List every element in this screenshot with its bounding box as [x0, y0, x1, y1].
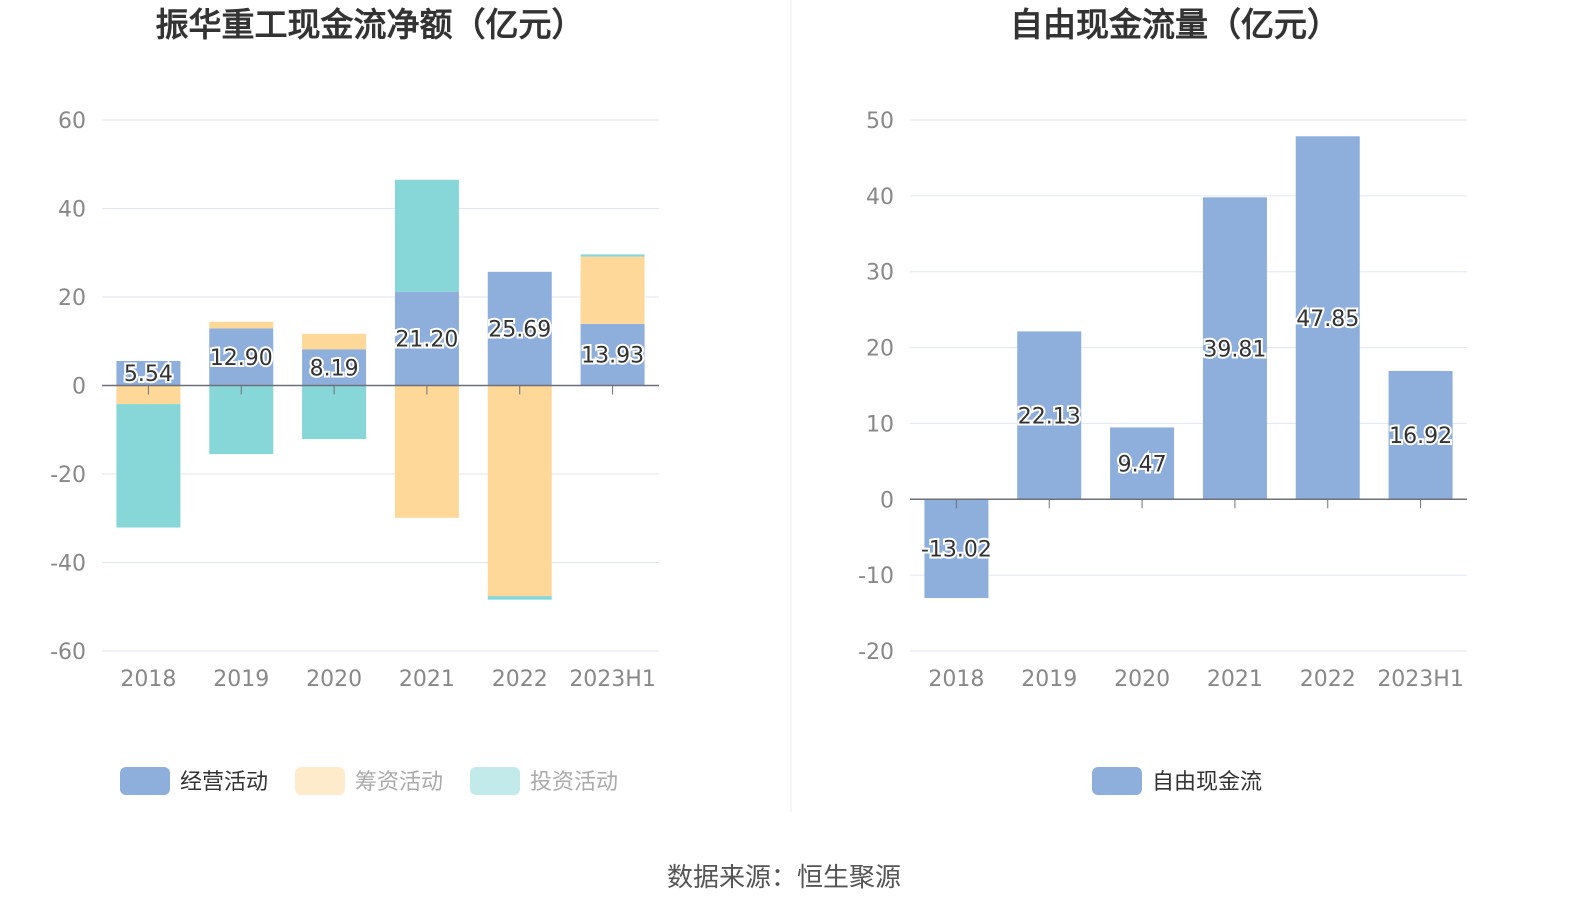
y-tick-label: 20: [58, 286, 86, 311]
data-label: 9.47: [1118, 452, 1167, 477]
bar-筹资活动[interactable]: [116, 385, 181, 405]
legend-label[interactable]: 筹资活动: [355, 770, 443, 795]
legend-label[interactable]: 投资活动: [530, 770, 618, 795]
bar-自由现金流[interactable]: [1017, 331, 1082, 500]
y-tick-label: 60: [58, 109, 86, 134]
bar-投资活动[interactable]: [487, 596, 552, 600]
data-label: 47.85: [1296, 307, 1359, 332]
y-tick-label: 0: [880, 488, 894, 513]
y-tick-label: -60: [50, 640, 86, 665]
data-label: 5.54: [124, 362, 173, 387]
data-label: 12.90: [210, 346, 273, 371]
data-label: -13.02: [921, 538, 992, 563]
bar-投资活动[interactable]: [209, 385, 274, 455]
x-tick-label: 2018: [928, 667, 984, 692]
bar-筹资活动[interactable]: [209, 321, 274, 329]
data-label: 39.81: [1203, 337, 1266, 362]
legend-swatch[interactable]: [120, 767, 170, 795]
bar-经营活动[interactable]: [116, 360, 181, 386]
y-tick-label: 40: [866, 185, 894, 210]
data-label: 13.93: [581, 344, 644, 369]
y-tick-label: 30: [866, 261, 894, 286]
legend-label[interactable]: 经营活动: [180, 770, 268, 795]
bar-经营活动[interactable]: [487, 271, 552, 386]
bar-经营活动[interactable]: [394, 291, 459, 386]
bar-投资活动[interactable]: [116, 404, 181, 528]
legend-label[interactable]: 自由现金流: [1152, 770, 1262, 795]
data-label: 16.92: [1389, 424, 1452, 449]
y-tick-label: 40: [58, 198, 86, 223]
bar-自由现金流[interactable]: [1295, 136, 1360, 500]
x-tick-label: 2020: [1114, 667, 1170, 692]
y-tick-label: -10: [858, 564, 894, 589]
y-tick-label: 0: [72, 375, 86, 400]
y-tick-label: 10: [866, 412, 894, 437]
x-tick-label: 2022: [1300, 667, 1356, 692]
bar-投资活动[interactable]: [394, 179, 459, 292]
data-source: 数据来源：恒生聚源: [667, 863, 901, 893]
y-tick-label: -20: [858, 640, 894, 665]
x-tick-label: 2018: [120, 667, 176, 692]
data-label: 21.20: [395, 328, 458, 353]
x-tick-label: 2023H1: [569, 667, 656, 692]
legend-swatch[interactable]: [295, 767, 345, 795]
bar-自由现金流[interactable]: [924, 499, 989, 599]
data-label: 22.13: [1018, 404, 1081, 429]
x-tick-label: 2019: [213, 667, 269, 692]
bar-经营活动[interactable]: [580, 323, 645, 386]
x-tick-label: 2021: [399, 667, 455, 692]
x-tick-label: 2022: [492, 667, 548, 692]
x-tick-label: 2020: [306, 667, 362, 692]
legend-swatch[interactable]: [470, 767, 520, 795]
y-tick-label: 20: [866, 337, 894, 362]
bar-自由现金流[interactable]: [1110, 427, 1175, 500]
y-tick-label: 50: [866, 109, 894, 134]
bar-投资活动[interactable]: [580, 254, 645, 257]
y-tick-label: -20: [50, 463, 86, 488]
x-tick-label: 2019: [1021, 667, 1077, 692]
x-tick-label: 2023H1: [1377, 667, 1464, 692]
bar-经营活动[interactable]: [209, 328, 274, 386]
data-label: 25.69: [488, 318, 551, 343]
chart-title: 自由现金流量（亿元）: [1010, 5, 1340, 44]
data-label: 8.19: [310, 356, 359, 381]
bar-筹资活动[interactable]: [487, 385, 552, 597]
bar-经营活动[interactable]: [302, 349, 367, 386]
bar-自由现金流[interactable]: [1202, 197, 1267, 500]
y-tick-label: -40: [50, 552, 86, 577]
x-tick-label: 2021: [1207, 667, 1263, 692]
chart-title: 振华重工现金流净额（亿元）: [156, 5, 585, 44]
legend-swatch[interactable]: [1092, 767, 1142, 795]
bar-筹资活动[interactable]: [580, 256, 645, 324]
bar-自由现金流[interactable]: [1388, 370, 1453, 500]
bar-筹资活动[interactable]: [394, 385, 459, 518]
bar-筹资活动[interactable]: [302, 333, 367, 350]
